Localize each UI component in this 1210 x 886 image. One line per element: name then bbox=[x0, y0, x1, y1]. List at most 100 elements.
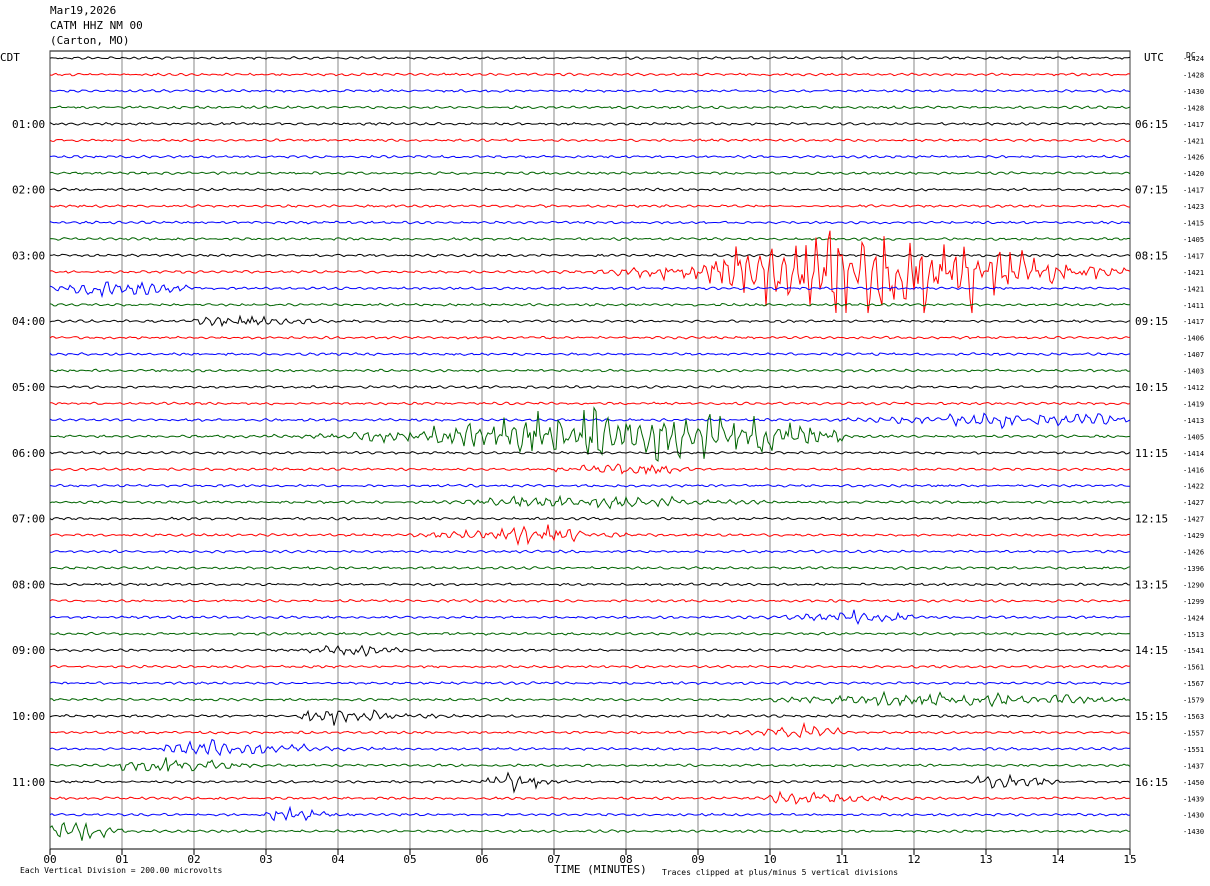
seismic-trace bbox=[49, 771, 1131, 794]
left-timezone-label: CDT bbox=[0, 51, 20, 64]
y-tick-label-left: 11:00 bbox=[12, 776, 45, 789]
seismic-trace bbox=[49, 644, 1131, 658]
seismic-trace bbox=[49, 412, 1131, 430]
seismic-trace bbox=[49, 56, 1131, 60]
x-tick-label: 02 bbox=[187, 853, 200, 866]
dc-offset-label: -1421 bbox=[1183, 269, 1204, 277]
seismic-trace bbox=[49, 88, 1131, 93]
seismic-trace bbox=[49, 757, 1131, 772]
seismic-trace bbox=[49, 483, 1131, 488]
y-tick-label-right: 16:15 bbox=[1135, 776, 1168, 789]
seismic-trace bbox=[49, 171, 1131, 176]
seismic-trace bbox=[49, 187, 1131, 192]
clip-note: Traces clipped at plus/minus 5 vertical … bbox=[662, 868, 898, 877]
y-tick-label-right: 14:15 bbox=[1135, 644, 1168, 657]
x-tick-label: 08 bbox=[619, 853, 632, 866]
y-tick-label-left: 02:00 bbox=[12, 184, 45, 197]
seismic-trace bbox=[49, 664, 1131, 669]
seismic-trace bbox=[49, 302, 1130, 307]
dc-offset-label: -1412 bbox=[1183, 384, 1204, 392]
x-tick-label: 09 bbox=[691, 853, 704, 866]
dc-offset-label: -1414 bbox=[1183, 450, 1204, 458]
dc-offset-label: -1417 bbox=[1183, 318, 1204, 326]
dc-offset-label: -1422 bbox=[1183, 483, 1204, 491]
dc-offset-label: -1417 bbox=[1183, 187, 1204, 195]
dc-offset-label: -1426 bbox=[1183, 549, 1204, 557]
right-timezone-label: UTC bbox=[1144, 51, 1164, 64]
dc-offset-label: -1407 bbox=[1183, 351, 1204, 359]
dc-offset-label: -1423 bbox=[1183, 203, 1204, 211]
seismic-trace bbox=[49, 220, 1131, 225]
y-tick-label-left: 01:00 bbox=[12, 118, 45, 131]
seismic-trace bbox=[49, 401, 1131, 406]
seismic-trace bbox=[50, 582, 1131, 587]
dc-offset-label: -1437 bbox=[1183, 762, 1204, 770]
dc-offset-label: -1567 bbox=[1183, 680, 1204, 688]
y-tick-label-left: 05:00 bbox=[12, 381, 45, 394]
seismic-trace bbox=[49, 790, 1131, 805]
station-location: (Carton, MO) bbox=[50, 34, 130, 47]
dc-offset-label: -1430 bbox=[1183, 812, 1204, 820]
y-tick-label-left: 06:00 bbox=[12, 447, 45, 460]
seismic-trace bbox=[49, 805, 1131, 822]
x-tick-label: 00 bbox=[43, 853, 56, 866]
dc-offset-label: -1427 bbox=[1183, 516, 1204, 524]
seismic-trace bbox=[49, 450, 1131, 455]
seismic-trace bbox=[49, 598, 1131, 603]
dc-offset-label: -1406 bbox=[1183, 335, 1204, 343]
dc-offset-label: -1421 bbox=[1183, 285, 1204, 293]
y-tick-label-right: 15:15 bbox=[1135, 710, 1168, 723]
y-tick-label-right: 09:15 bbox=[1135, 315, 1168, 328]
x-tick-label: 13 bbox=[979, 853, 992, 866]
seismic-trace bbox=[49, 352, 1131, 356]
dc-offset-label: -1428 bbox=[1183, 71, 1204, 79]
seismic-trace bbox=[49, 230, 1131, 314]
y-tick-label-right: 07:15 bbox=[1135, 184, 1168, 197]
seismic-trace bbox=[49, 204, 1131, 208]
seismic-trace bbox=[49, 138, 1131, 143]
seismic-trace bbox=[49, 314, 1131, 328]
dc-offset-label: -1417 bbox=[1183, 252, 1204, 260]
dc-offset-label: -1405 bbox=[1183, 236, 1204, 244]
seismic-trace bbox=[49, 154, 1131, 159]
dc-offset-label: -1419 bbox=[1183, 400, 1204, 408]
dc-offset-label: -1417 bbox=[1183, 121, 1204, 129]
y-tick-label-right: 11:15 bbox=[1135, 447, 1168, 460]
dc-offset-label: -1396 bbox=[1183, 565, 1204, 573]
y-tick-label-left: 10:00 bbox=[12, 710, 45, 723]
x-tick-label: 14 bbox=[1051, 853, 1065, 866]
dc-offset-label: -1430 bbox=[1183, 88, 1204, 96]
seismic-trace bbox=[49, 609, 1130, 625]
dc-offset-label: -1541 bbox=[1183, 647, 1204, 655]
x-tick-label: 12 bbox=[907, 853, 920, 866]
seismic-trace bbox=[49, 368, 1131, 373]
dc-offset-label: -1439 bbox=[1183, 795, 1204, 803]
seismic-trace bbox=[49, 821, 1131, 841]
plot-frame bbox=[49, 50, 1131, 850]
dc-offset-label: -1426 bbox=[1183, 154, 1204, 162]
dc-label: DC bbox=[1186, 51, 1196, 60]
scale-note: Each Vertical Division = 200.00 microvol… bbox=[20, 866, 222, 875]
y-tick-label-left: 03:00 bbox=[12, 249, 45, 262]
seismic-trace bbox=[49, 494, 1131, 510]
y-tick-label-right: 10:15 bbox=[1135, 381, 1168, 394]
station-code: CATM HHZ NM 00 bbox=[50, 19, 143, 32]
dc-offset-label: -1561 bbox=[1183, 664, 1204, 672]
seismic-trace bbox=[49, 236, 1131, 241]
seismic-trace bbox=[49, 690, 1131, 708]
seismic-trace bbox=[49, 549, 1131, 554]
seismic-trace bbox=[49, 681, 1131, 686]
dc-offset-label: -1424 bbox=[1183, 614, 1204, 622]
y-tick-label-left: 07:00 bbox=[12, 513, 45, 526]
dc-offset-label: -1424 bbox=[1183, 55, 1204, 63]
dc-offset-label: -1430 bbox=[1183, 828, 1204, 836]
x-tick-label: 15 bbox=[1123, 853, 1136, 866]
dc-offset-label: -1450 bbox=[1183, 779, 1204, 787]
dc-offset-label: -1411 bbox=[1183, 302, 1204, 310]
seismic-trace bbox=[49, 121, 1131, 126]
x-axis-label: TIME (MINUTES) bbox=[554, 863, 647, 876]
dc-offset-label: -1421 bbox=[1183, 137, 1204, 145]
seismic-trace bbox=[49, 721, 1131, 739]
seismic-trace bbox=[49, 738, 1130, 757]
dc-offset-label: -1427 bbox=[1183, 499, 1204, 507]
